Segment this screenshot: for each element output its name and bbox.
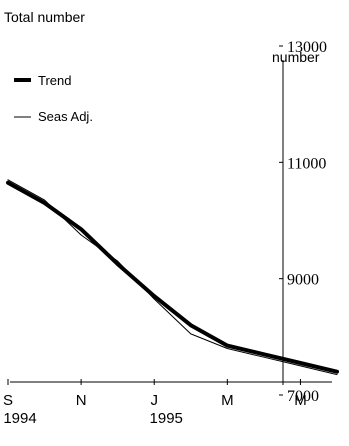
y-tick-label: 7000 [287,388,319,405]
y-tick-label: 9000 [287,272,319,289]
trend-series-line [6,180,339,374]
seas-adj-series-line [7,179,338,376]
y-tick-label: 13000 [287,39,327,56]
legend-trend-label: Trend [38,73,71,88]
x-tick-label: J [150,392,158,409]
legend-seas-adj-label: Seas Adj. [38,109,93,124]
x-tick-label: N [76,392,87,409]
legend: Trend Seas Adj. [14,73,93,124]
x-tick-year-label: 1995 [150,410,183,427]
x-tick-year-label: 1994 [3,410,36,427]
y-tick-label: 11000 [287,155,326,172]
x-tick-label: S [3,392,13,409]
x-tick-label: M [221,392,234,409]
x-tick-label: M [294,392,307,409]
chart-title: Total number [4,9,85,25]
y-axis-label: number [272,49,320,65]
